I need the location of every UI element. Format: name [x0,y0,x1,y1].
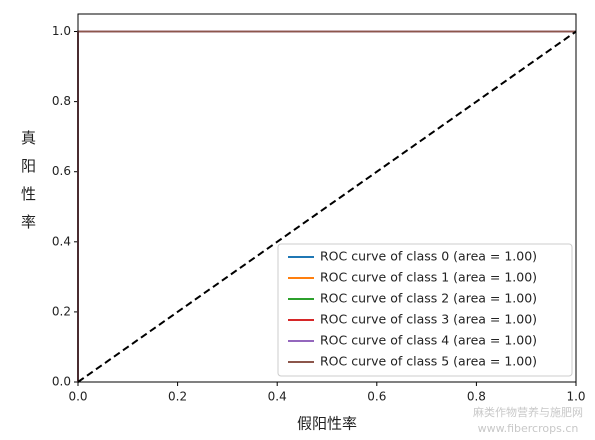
x-tick-label: 0.6 [367,390,386,404]
y-tick-label: 1.0 [52,24,71,38]
legend-label: ROC curve of class 0 (area = 1.00) [320,249,537,264]
y-axis-label: 真阳性率 [19,129,37,242]
legend-box [277,243,573,377]
legend-label: ROC curve of class 2 (area = 1.00) [320,291,537,306]
legend-label: ROC curve of class 5 (area = 1.00) [320,354,537,369]
watermark: www.fibercrops.cn [478,422,579,435]
line [77,30,577,383]
y-tick-label: 0.8 [52,94,71,108]
y-tick-label: 0.2 [52,304,71,318]
x-tick-label: 0.8 [467,390,486,404]
y-tick-label: 0.6 [52,164,71,178]
legend-label: ROC curve of class 1 (area = 1.00) [320,270,537,285]
x-tick-label: 0.4 [268,390,287,404]
plot-frame [77,13,577,383]
watermark: 麻类作物营养与施肥网 [473,405,583,419]
legend-label: ROC curve of class 4 (area = 1.00) [320,333,537,348]
legend-label: ROC curve of class 3 (area = 1.00) [320,312,537,327]
x-axis-label: 假阳性率 [297,415,357,433]
x-tick-label: 0.0 [68,390,87,404]
x-tick-label: 0.2 [168,390,187,404]
y-tick-label: 0.4 [52,234,71,248]
y-tick-label: 0.0 [52,375,71,389]
x-tick-label: 1.0 [566,390,585,404]
